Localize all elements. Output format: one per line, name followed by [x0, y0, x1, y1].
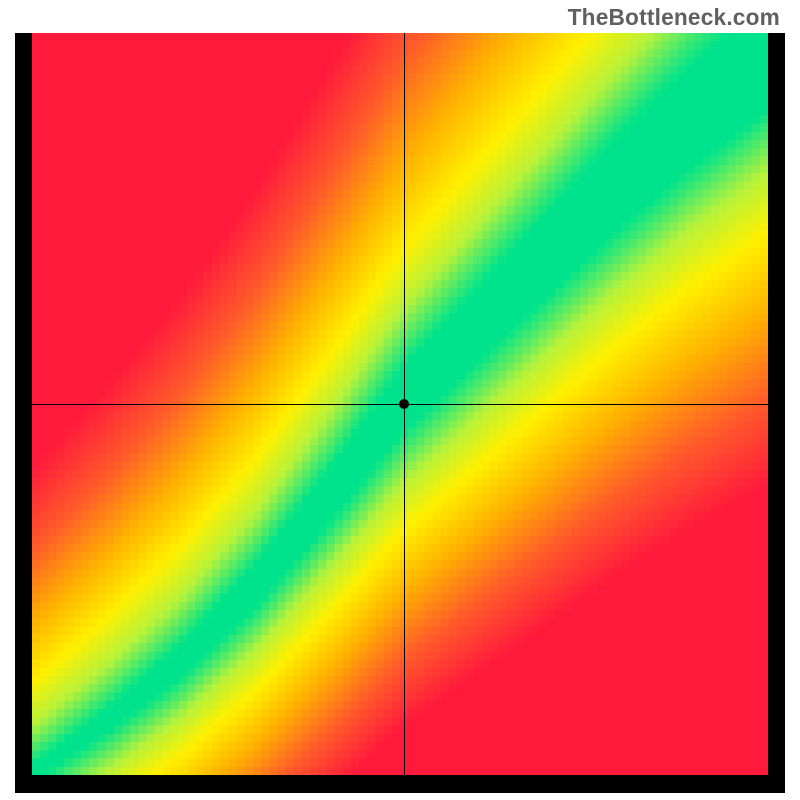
crosshair-marker	[399, 399, 409, 409]
watermark-text: TheBottleneck.com	[568, 4, 780, 31]
stage: TheBottleneck.com	[0, 0, 800, 800]
